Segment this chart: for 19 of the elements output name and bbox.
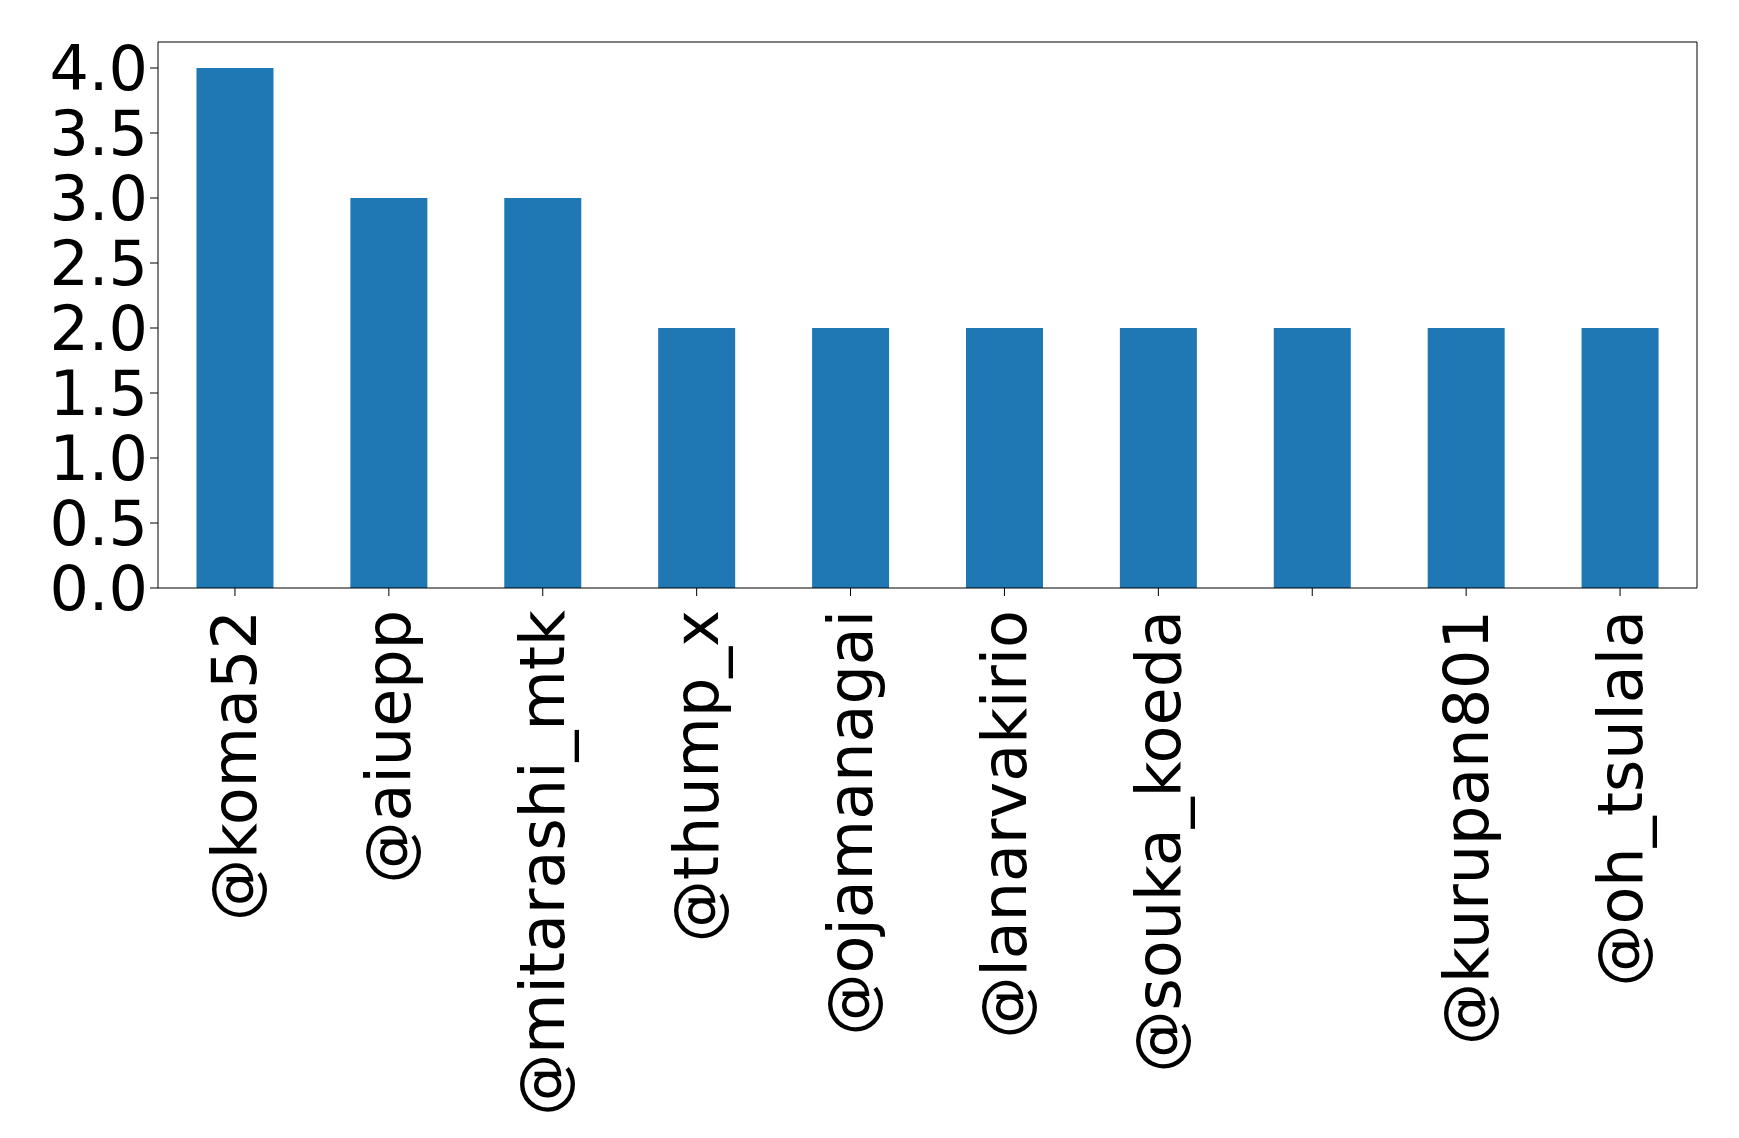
x-tick-label: @mitarashi_mtk xyxy=(506,609,580,1116)
bar xyxy=(1119,328,1197,588)
x-tick-label: @kurupan801 xyxy=(1429,610,1503,1046)
x-tick-label: @lanarvakirio xyxy=(967,610,1041,1039)
bar xyxy=(1581,328,1659,588)
x-tick-label: @thump_x xyxy=(660,610,734,943)
bar xyxy=(350,198,428,588)
bar xyxy=(965,328,1043,588)
bar xyxy=(504,198,582,588)
bar xyxy=(196,68,274,588)
x-tick-label: @aiuepp xyxy=(352,610,426,884)
bar xyxy=(658,328,736,588)
x-tick-label: @oh_tsulala xyxy=(1583,610,1657,987)
bar xyxy=(1273,328,1351,588)
bar xyxy=(812,328,890,588)
bar xyxy=(1427,328,1505,588)
x-tick-label: @ojamanagai xyxy=(814,610,888,1036)
x-tick-label: @koma52 xyxy=(198,610,272,921)
x-tick-label: @souka_koeda xyxy=(1121,610,1195,1073)
